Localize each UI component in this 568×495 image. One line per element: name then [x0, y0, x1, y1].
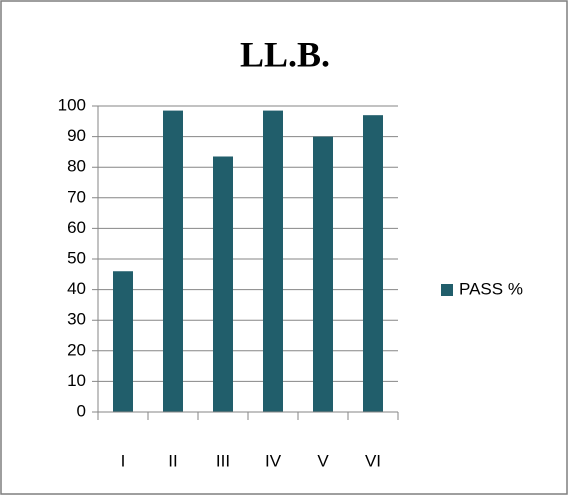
- x-tick-label: II: [168, 451, 177, 470]
- legend-label: PASS %: [459, 279, 523, 298]
- y-tick-label: 20: [67, 340, 86, 359]
- y-tick-label: 40: [67, 279, 86, 298]
- chart-title: LL.B.: [240, 34, 330, 74]
- y-tick-label: 70: [67, 187, 86, 206]
- y-tick-label: 0: [77, 401, 86, 420]
- bar: [213, 156, 233, 412]
- x-tick-label: IV: [265, 451, 282, 470]
- y-tick-label: 10: [67, 371, 86, 390]
- x-tick-label: V: [317, 451, 329, 470]
- bar: [263, 110, 283, 412]
- bar: [113, 271, 133, 412]
- legend-swatch: [441, 284, 453, 296]
- x-tick-label: VI: [365, 451, 381, 470]
- y-tick-label: 60: [67, 218, 86, 237]
- y-tick-label: 80: [67, 157, 86, 176]
- bar: [363, 115, 383, 413]
- bar: [163, 110, 183, 412]
- bar: [313, 136, 333, 412]
- y-tick-label: 50: [67, 248, 86, 267]
- x-tick-label: III: [216, 451, 230, 470]
- y-tick-label: 100: [58, 95, 86, 114]
- x-tick-label: I: [121, 451, 126, 470]
- y-tick-label: 90: [67, 126, 86, 145]
- y-tick-label: 30: [67, 310, 86, 329]
